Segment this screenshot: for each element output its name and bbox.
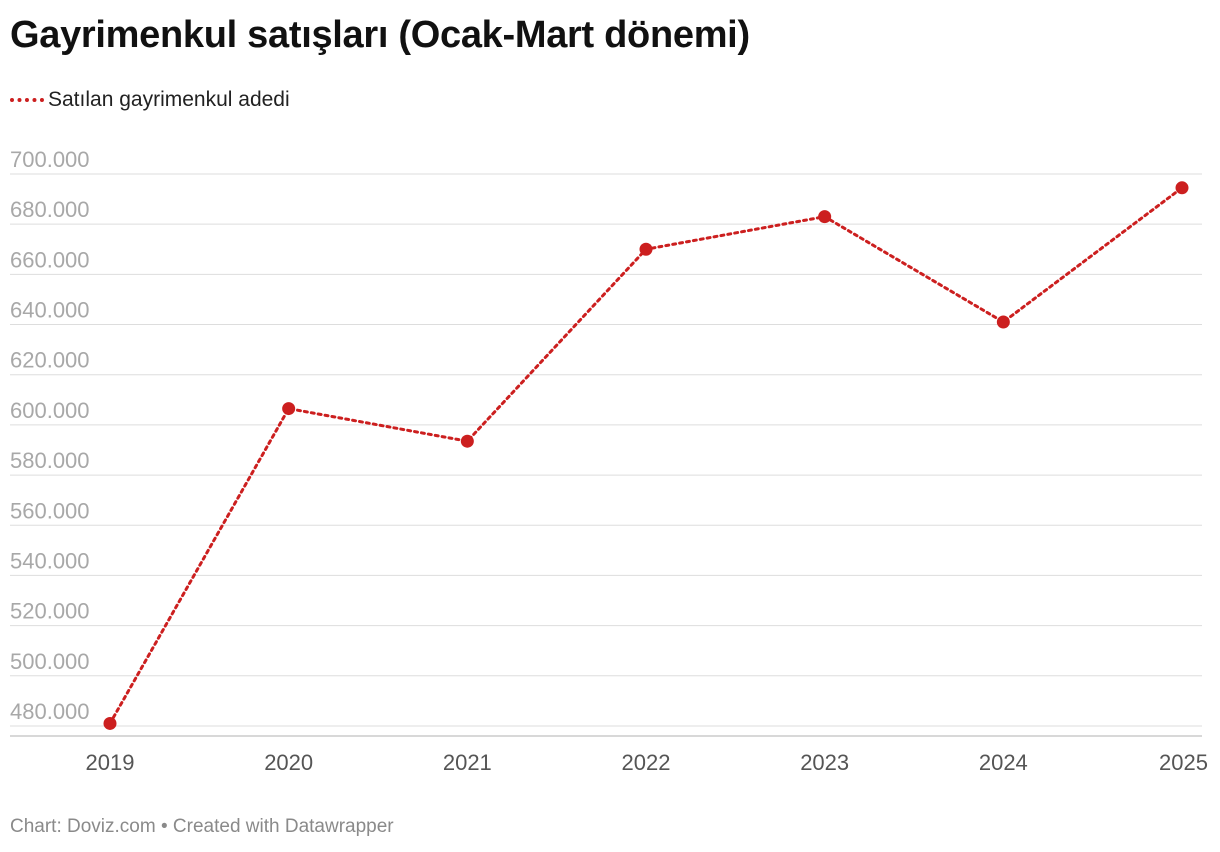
series-line xyxy=(108,186,1184,725)
y-tick-label: 700.000 xyxy=(10,147,90,172)
x-tick-label: 2025 xyxy=(1159,750,1208,775)
chart-title: Gayrimenkul satışları (Ocak-Mart dönemi) xyxy=(10,14,750,56)
x-tick-label: 2019 xyxy=(86,750,135,775)
y-tick-label: 480.000 xyxy=(10,699,90,724)
data-point xyxy=(1175,181,1189,195)
y-tick-label: 600.000 xyxy=(10,398,90,423)
data-point xyxy=(103,716,117,730)
legend-label: Satılan gayrimenkul adedi xyxy=(48,88,290,111)
y-tick-label: 620.000 xyxy=(10,348,90,373)
data-point xyxy=(282,402,296,416)
x-tick-label: 2023 xyxy=(800,750,849,775)
x-tick-label: 2021 xyxy=(443,750,492,775)
y-tick-label: 580.000 xyxy=(10,448,90,473)
legend: Satılan gayrimenkul adedi xyxy=(10,88,290,112)
data-point xyxy=(639,242,653,256)
y-tick-label: 540.000 xyxy=(10,548,90,573)
y-tick-label: 500.000 xyxy=(10,649,90,674)
x-tick-label: 2024 xyxy=(979,750,1028,775)
x-tick-label: 2022 xyxy=(622,750,671,775)
data-point xyxy=(996,315,1010,329)
y-tick-label: 560.000 xyxy=(10,498,90,523)
y-tick-label: 640.000 xyxy=(10,298,90,323)
y-tick-label: 520.000 xyxy=(10,599,90,624)
chart-credit: Chart: Doviz.com • Created with Datawrap… xyxy=(10,816,394,837)
y-tick-label: 680.000 xyxy=(10,197,90,222)
data-point xyxy=(818,210,832,224)
data-point xyxy=(460,434,474,448)
y-tick-label: 660.000 xyxy=(10,247,90,272)
legend-line-marker xyxy=(10,98,44,102)
x-tick-label: 2020 xyxy=(264,750,313,775)
